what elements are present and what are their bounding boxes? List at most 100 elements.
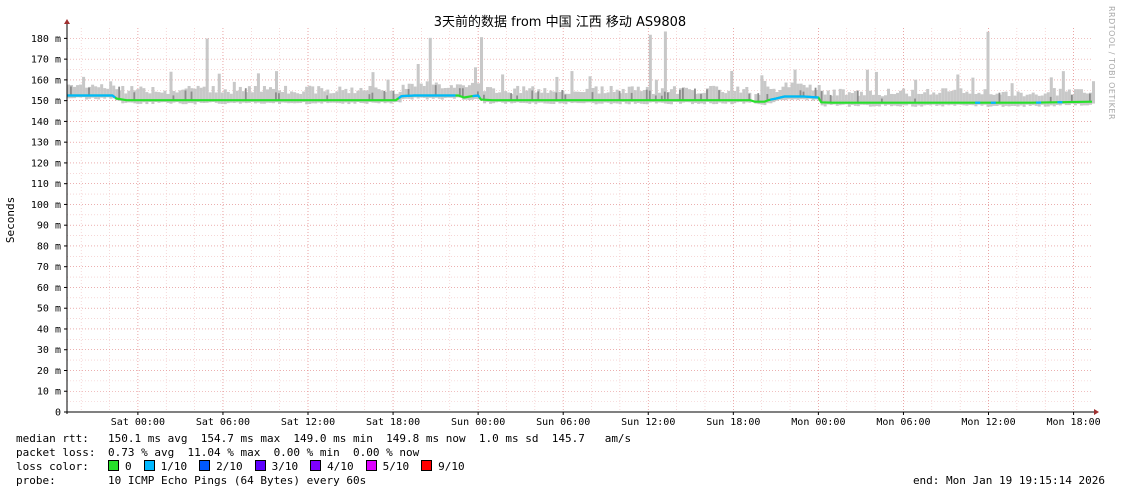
smoke-bar (109, 81, 113, 99)
smoke-bar (980, 94, 984, 106)
y-tick-label: 80 m (37, 241, 61, 252)
smoke-bar (600, 86, 604, 104)
smoke-bar-dark (682, 88, 684, 101)
smoke-bar (546, 92, 550, 104)
smoke-bar-dark (383, 90, 386, 101)
smoke-bar (1058, 88, 1062, 106)
smoke-bar-dark (326, 95, 329, 101)
smoke-bar (691, 90, 695, 105)
smoke-bar (121, 85, 125, 104)
y-tick-label: 0 (55, 408, 61, 419)
smoke-bar (504, 91, 508, 104)
smoke-bar-dark (275, 92, 277, 101)
smoke-bar (953, 89, 957, 106)
smoke-bar (223, 89, 227, 105)
smoke-bar (935, 94, 939, 106)
smoke-bar (914, 79, 918, 107)
smoke-bar (769, 89, 773, 104)
median-loss-segment (769, 95, 819, 101)
smoke-bar (654, 79, 658, 104)
smoke-bar (220, 92, 224, 104)
smoke-bar-dark (244, 88, 247, 101)
loss-color-swatch (310, 460, 322, 471)
smoke-bar (1019, 92, 1023, 106)
smoke-bar (73, 86, 77, 99)
loss-color-swatches: 0 1/10 2/10 3/10 4/10 5/10 9/10 (108, 460, 477, 473)
smoke-bar (805, 87, 809, 101)
smoke-bar (971, 77, 975, 106)
smoke-bar (549, 90, 553, 104)
smoke-bar (235, 90, 239, 103)
smoke-bar (778, 90, 782, 100)
x-tick-label: Sun 06:00 (536, 417, 590, 428)
smoke-bar (338, 86, 342, 104)
smoke-bar (449, 85, 453, 98)
smoke-bar-dark (184, 90, 187, 101)
loss-color-swatch (108, 460, 119, 471)
smoke-bar (443, 87, 447, 99)
smoke-bar (920, 93, 924, 107)
smoke-bar (636, 86, 640, 103)
smoke-bar (151, 87, 155, 104)
y-tick-label: 10 m (37, 387, 61, 398)
smoke-bar (365, 90, 369, 104)
smoke-bar (1061, 71, 1065, 105)
smoke-bar (238, 86, 242, 104)
packet-loss-label: packet loss: (16, 446, 96, 459)
smoke-bar (229, 93, 233, 103)
smoke-bar (1004, 91, 1008, 106)
smoke-bar (793, 69, 797, 100)
smoke-bar (311, 86, 315, 104)
smoke-bar (859, 91, 863, 105)
smoke-bar (663, 31, 667, 104)
smoke-bar (594, 86, 598, 105)
smoke-bar (627, 86, 631, 105)
smoke-bar (697, 93, 701, 104)
smoke-bar (790, 82, 794, 100)
smoke-bar (368, 85, 372, 103)
smoke-bar (1040, 95, 1044, 105)
smoke-bar (576, 91, 580, 104)
axes (64, 19, 1099, 415)
smoke-bar (543, 88, 547, 104)
smoke-bar (395, 93, 399, 102)
smoke-bar (332, 93, 336, 103)
smoke-bar (253, 85, 257, 104)
y-tick-label: 120 m (31, 158, 61, 169)
smoke-bar (657, 92, 661, 103)
smoke-bar (540, 92, 544, 103)
smoke-bar (823, 94, 827, 107)
smoke-bar (606, 92, 610, 103)
smoke-bar (428, 37, 432, 98)
smoke-bar (588, 76, 592, 103)
smoke-bar (136, 89, 140, 105)
smoke-bar (380, 90, 384, 103)
smoke-bar (567, 93, 571, 103)
smoke-bar (265, 89, 269, 103)
smoke-bar (633, 90, 637, 104)
smoke-bar (320, 88, 324, 104)
smoke-bar (850, 93, 854, 105)
smoke-bar-dark (1070, 94, 1073, 103)
smoke-bar (862, 95, 866, 105)
smoke-bar (401, 84, 405, 100)
smoke-bar (178, 90, 182, 104)
smoke-bar (579, 92, 583, 104)
smoke-bar (775, 91, 779, 101)
smoke-bar (1049, 77, 1053, 106)
loss-color-item: 9/10 (421, 460, 465, 473)
smoke-bar (923, 92, 927, 106)
smoke-bar (796, 83, 800, 100)
smoke-bar (938, 92, 942, 106)
smoke-bar-dark (648, 90, 651, 101)
smoke-bar (495, 92, 499, 103)
smoke-bar (552, 91, 556, 104)
smoke-bar (781, 86, 785, 101)
smoke-bar (513, 88, 517, 103)
smoke-bar (106, 88, 110, 98)
smoke-bar (844, 94, 848, 105)
y-tick-label: 170 m (31, 55, 61, 66)
smoke-bar (145, 92, 149, 105)
loss-color-swatch (199, 460, 211, 471)
smoke-bar-dark (190, 91, 193, 101)
